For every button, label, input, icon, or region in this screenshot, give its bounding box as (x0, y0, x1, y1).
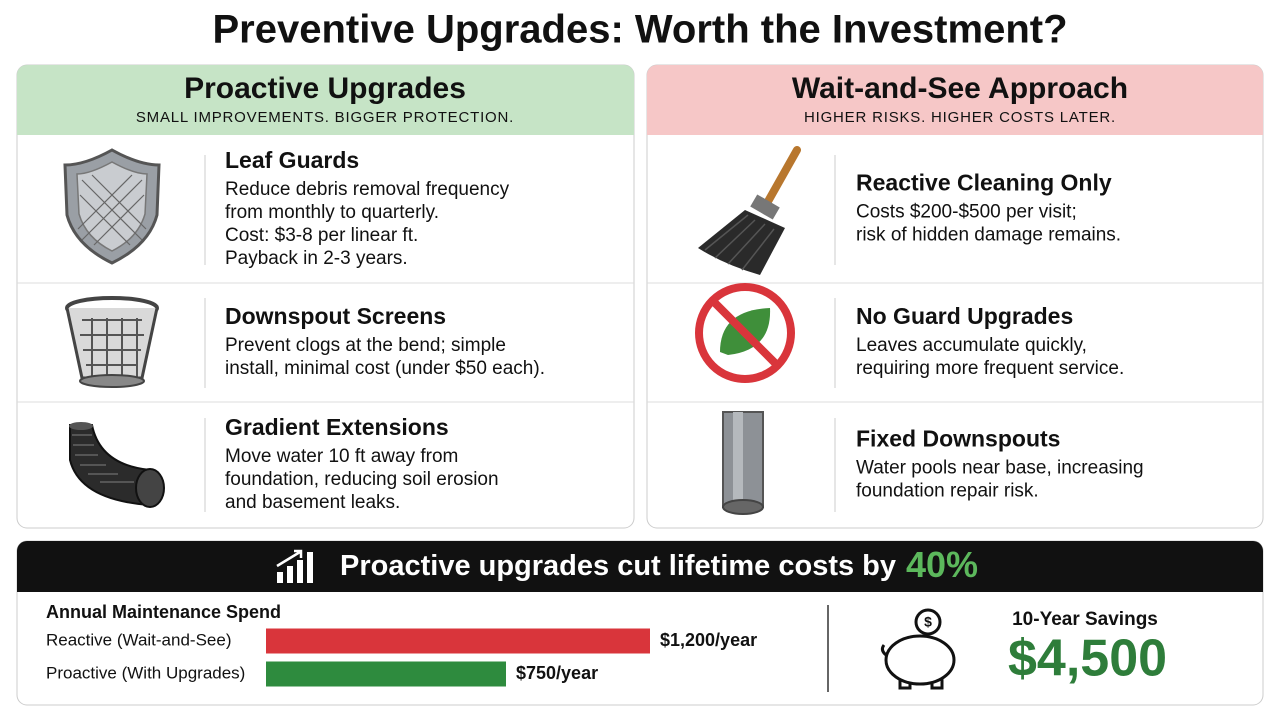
reactive-header (647, 65, 1263, 135)
item-line: install, minimal cost (under $50 each). (225, 358, 545, 379)
basket-icon (65, 296, 159, 388)
item-line: Reduce debris removal frequency (225, 179, 510, 200)
bar-category: Reactive (Wait-and-See) (46, 630, 232, 649)
item-line: Move water 10 ft away from (225, 446, 458, 467)
chart-icon (276, 549, 313, 583)
item-line: Costs $200-$500 per visit; (856, 202, 1077, 223)
item-line: and basement leaks. (225, 492, 400, 513)
panel-subtitle: HIGHER RISKS. HIGHER COSTS LATER. (804, 109, 1116, 126)
bar (266, 661, 506, 687)
item-title: Gradient Extensions (225, 414, 449, 440)
item-line: risk of hidden damage remains. (856, 225, 1121, 246)
item-line: from monthly to quarterly. (225, 202, 439, 223)
bar (266, 628, 650, 654)
banner-highlight: 40% (906, 544, 978, 585)
item-line: requiring more frequent service. (856, 358, 1124, 379)
broom-icon (698, 146, 801, 275)
item-title: Downspout Screens (225, 303, 446, 329)
shield-icon (63, 148, 161, 265)
item-line: Payback in 2-3 years. (225, 248, 408, 269)
panel-title: Proactive Upgrades (184, 72, 466, 105)
summary-banner (17, 541, 1263, 592)
item-title: No Guard Upgrades (856, 303, 1073, 329)
item-title: Reactive Cleaning Only (856, 170, 1112, 196)
item-line: Cost: $3-8 per linear ft. (225, 225, 418, 246)
page-title: Preventive Upgrades: Worth the Investmen… (213, 8, 1068, 52)
panel-title: Wait-and-See Approach (792, 72, 1128, 105)
item-title: Leaf Guards (225, 147, 359, 173)
banner-main: Proactive upgrades cut lifetime costs by (340, 550, 896, 582)
item-line: foundation, reducing soil erosion (225, 469, 499, 490)
proactive-header (17, 65, 634, 135)
bar-category: Proactive (With Upgrades) (46, 663, 245, 682)
savings-label: 10-Year Savings (1012, 609, 1158, 630)
savings-value: $4,500 (1008, 630, 1167, 688)
no-leaf-icon (695, 283, 795, 383)
banner-text: Proactive upgrades cut lifetime costs by… (340, 544, 978, 585)
bar-value-label: $750/year (516, 663, 598, 683)
item-line: Prevent clogs at the bend; simple (225, 335, 506, 356)
extension-icon (69, 422, 165, 508)
item-line: Leaves accumulate quickly, (856, 335, 1087, 356)
item-title: Fixed Downspouts (856, 426, 1060, 452)
panel-subtitle: SMALL IMPROVEMENTS. BIGGER PROTECTION. (136, 109, 514, 126)
item-line: foundation repair risk. (856, 481, 1039, 502)
piggy-icon: $ (880, 608, 956, 690)
item-line: Water pools near base, increasing (856, 458, 1144, 479)
coin-symbol: $ (924, 614, 932, 630)
chart-title: Annual Maintenance Spend (46, 602, 281, 622)
bar-value-label: $1,200/year (660, 630, 757, 650)
downspout-icon (722, 411, 764, 515)
